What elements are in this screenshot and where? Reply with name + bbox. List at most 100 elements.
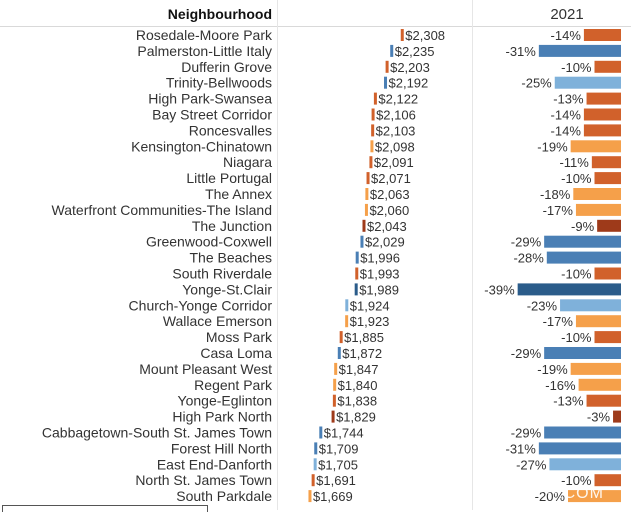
- change-bar: [570, 362, 621, 375]
- change-bar: [570, 140, 621, 153]
- rent-mark: [355, 251, 359, 264]
- rent-mark: [365, 188, 369, 200]
- change-label: -10%: [561, 330, 592, 345]
- rent-label: $2,091: [374, 155, 414, 170]
- rent-mark: [313, 458, 317, 471]
- change-label: -10%: [561, 171, 592, 186]
- change-label: -28%: [513, 251, 544, 266]
- change-bar: [544, 426, 621, 439]
- neighbourhood-label: Church-Yonge Corridor: [129, 297, 273, 313]
- rent-mark: [370, 140, 374, 153]
- neighbourhood-label: Roncesvalles: [189, 122, 272, 138]
- change-label: -14%: [551, 123, 582, 138]
- change-bar: [594, 172, 621, 185]
- change-bar: [575, 315, 621, 328]
- rent-label: $1,838: [337, 394, 377, 409]
- rent-mark: [345, 299, 349, 312]
- rent-label: $2,098: [375, 139, 415, 154]
- rent-mark: [332, 394, 336, 407]
- rent-mark: [354, 283, 358, 296]
- year-header: 2021: [550, 6, 583, 23]
- column-divider: [277, 0, 278, 510]
- rent-label: $2,103: [376, 123, 416, 138]
- change-label: -17%: [543, 203, 574, 218]
- change-bar: [578, 378, 621, 391]
- change-label: -19%: [537, 362, 568, 377]
- neighbourhood-label: South Parkdale: [176, 488, 272, 504]
- rent-mark: [390, 44, 394, 57]
- change-bar: [544, 235, 621, 248]
- change-label: -13%: [553, 394, 584, 409]
- rent-label: $1,885: [344, 330, 384, 345]
- rent-label: $2,192: [389, 76, 429, 91]
- change-bar: [575, 203, 621, 216]
- neighbourhood-label: East End-Danforth: [157, 456, 272, 472]
- rent-mark: [308, 490, 312, 503]
- change-bar: [583, 124, 621, 137]
- rent-mark: [331, 410, 335, 423]
- change-bar: [594, 474, 621, 487]
- rent-label: $1,847: [339, 362, 379, 377]
- neighbourhood-label: Niagara: [223, 154, 272, 170]
- rent-label: $1,989: [359, 282, 399, 297]
- change-label: -29%: [511, 235, 542, 250]
- rent-mark: [314, 442, 318, 455]
- rent-mark: [373, 92, 377, 105]
- change-label: -18%: [540, 187, 571, 202]
- rent-mark: [364, 203, 368, 216]
- rent-mark: [319, 426, 323, 439]
- neighbourhood-label: Greenwood-Coxwell: [146, 234, 272, 250]
- rent-label: $1,705: [318, 457, 358, 472]
- rent-label: $1,840: [338, 378, 378, 393]
- rent-mark: [355, 267, 359, 280]
- change-bar: [546, 251, 621, 264]
- neighbourhood-label: Mount Pleasant West: [139, 361, 272, 377]
- rent-label: $1,669: [313, 489, 353, 504]
- rent-mark: [337, 347, 341, 359]
- neighbourhood-label: Regent Park: [194, 377, 273, 393]
- neighbourhood-label: Cabbagetown-South St. James Town: [42, 425, 272, 441]
- change-label: -20%: [535, 489, 566, 504]
- change-bar: [583, 108, 621, 121]
- change-label: -27%: [516, 457, 547, 472]
- rent-label: $1,829: [336, 410, 376, 425]
- rent-mark: [311, 474, 315, 487]
- neighbourhood-label: The Junction: [192, 218, 272, 234]
- change-bar: [538, 44, 621, 57]
- rent-mark: [371, 124, 375, 137]
- change-label: -11%: [559, 155, 589, 170]
- change-label: -10%: [561, 60, 592, 75]
- change-bar: [583, 29, 621, 41]
- rent-label: $1,993: [360, 267, 400, 282]
- neighbourhood-label: Dufferin Grove: [181, 59, 272, 75]
- change-label: -3%: [587, 410, 611, 425]
- neighbourhood-header: Neighbourhood: [168, 6, 272, 22]
- neighbourhood-label: The Annex: [205, 186, 272, 202]
- neighbourhood-label: Forest Hill North: [171, 440, 272, 456]
- rent-label: $1,872: [342, 346, 382, 361]
- change-bar: [594, 331, 621, 344]
- neighbourhood-label: Yonge-Eglinton: [178, 393, 272, 409]
- neighbourhood-label: High Park-Swansea: [148, 91, 272, 107]
- rent-mark: [371, 108, 375, 121]
- rent-mark: [360, 235, 364, 248]
- neighbourhood-label: South Riverdale: [172, 266, 272, 282]
- change-bar: [594, 60, 621, 73]
- header-divider: [0, 26, 631, 27]
- change-label: -39%: [484, 282, 515, 297]
- neighbourhood-label: Kensington-Chinatown: [131, 138, 272, 154]
- neighbourhood-label: North St. James Town: [135, 472, 272, 488]
- rent-mark: [384, 76, 388, 89]
- change-bar: [597, 219, 621, 232]
- change-label: -23%: [527, 298, 558, 313]
- neighbourhood-label: High Park North: [172, 409, 272, 425]
- neighbourhood-label: Palmerston-Little Italy: [137, 43, 272, 59]
- rent-label: $2,106: [376, 108, 416, 123]
- rent-mark: [385, 60, 389, 73]
- rent-label: $1,996: [360, 251, 400, 266]
- neighbourhood-label: Bay Street Corridor: [152, 107, 272, 123]
- neighbourhood-label: Trinity-Bellwoods: [166, 75, 272, 91]
- change-label: -19%: [537, 139, 568, 154]
- rent-mark: [400, 29, 404, 41]
